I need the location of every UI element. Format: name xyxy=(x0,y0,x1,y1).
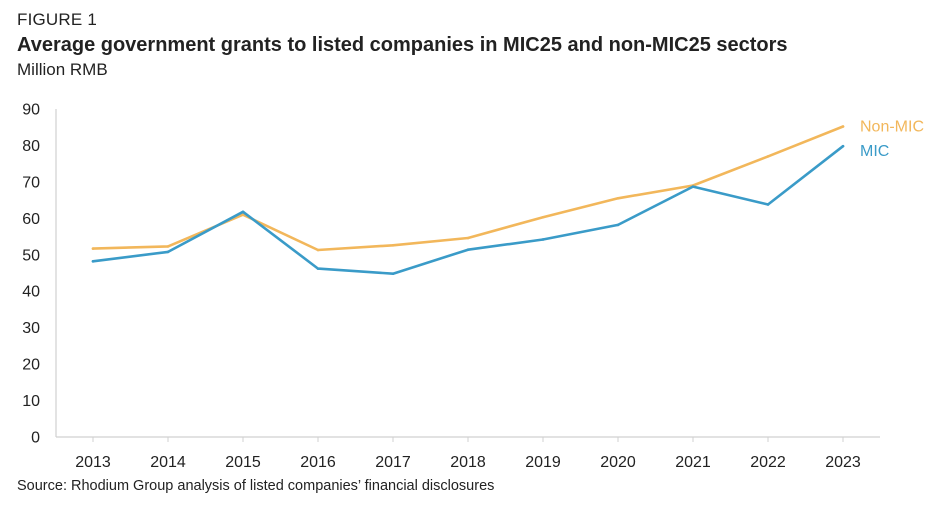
chart-title: Average government grants to listed comp… xyxy=(17,34,788,56)
x-tick-label: 2023 xyxy=(825,454,861,471)
y-tick-label: 70 xyxy=(22,174,40,191)
y-tick-label: 40 xyxy=(22,284,40,301)
x-tick-label: 2015 xyxy=(225,454,261,471)
data-point-mic xyxy=(166,250,170,254)
source-note: Source: Rhodium Group analysis of listed… xyxy=(17,478,495,494)
data-point-non-mic xyxy=(391,244,395,247)
x-tick-label: 2013 xyxy=(75,454,111,471)
data-point-mic xyxy=(466,248,470,251)
data-point-non-mic xyxy=(841,125,845,128)
y-tick-label: 80 xyxy=(22,138,40,155)
x-tick-label: 2016 xyxy=(300,454,336,471)
data-point-mic xyxy=(766,203,770,206)
x-tick-label: 2019 xyxy=(525,454,561,471)
data-point-mic xyxy=(91,260,95,263)
x-tick-label: 2021 xyxy=(675,454,711,471)
data-point-non-mic xyxy=(91,247,95,250)
data-point-non-mic xyxy=(241,213,245,216)
data-point-non-mic xyxy=(616,196,620,200)
x-tick-label: 2022 xyxy=(750,454,786,471)
data-point-non-mic xyxy=(316,248,320,252)
y-tick-label: 60 xyxy=(22,211,40,228)
figure-label: FIGURE 1 xyxy=(17,10,98,29)
data-point-mic xyxy=(316,267,320,270)
y-tick-label: 0 xyxy=(31,430,40,447)
legend-label-non-mic: Non-MIC xyxy=(860,118,924,135)
data-point-mic xyxy=(241,210,245,214)
y-tick-label: 30 xyxy=(22,320,40,337)
x-tick-label: 2020 xyxy=(600,454,636,471)
y-tick-label: 20 xyxy=(22,357,40,374)
data-point-non-mic xyxy=(541,215,545,219)
data-point-mic xyxy=(541,238,545,241)
data-point-mic xyxy=(841,144,845,148)
x-tick-label: 2017 xyxy=(375,454,411,471)
data-point-non-mic xyxy=(466,236,470,240)
data-point-mic xyxy=(391,272,395,276)
x-tick-label: 2014 xyxy=(150,454,186,471)
y-tick-label: 10 xyxy=(22,393,40,410)
data-point-mic xyxy=(691,185,695,188)
data-point-non-mic xyxy=(766,155,770,158)
legend-label-mic: MIC xyxy=(860,143,889,160)
x-tick-label: 2018 xyxy=(450,454,486,471)
y-tick-label: 50 xyxy=(22,247,40,264)
data-point-mic xyxy=(616,223,620,227)
y-axis-unit: Million RMB xyxy=(17,60,108,79)
series-line-mic xyxy=(91,144,845,276)
y-tick-label: 90 xyxy=(22,102,40,119)
data-point-non-mic xyxy=(166,245,170,248)
